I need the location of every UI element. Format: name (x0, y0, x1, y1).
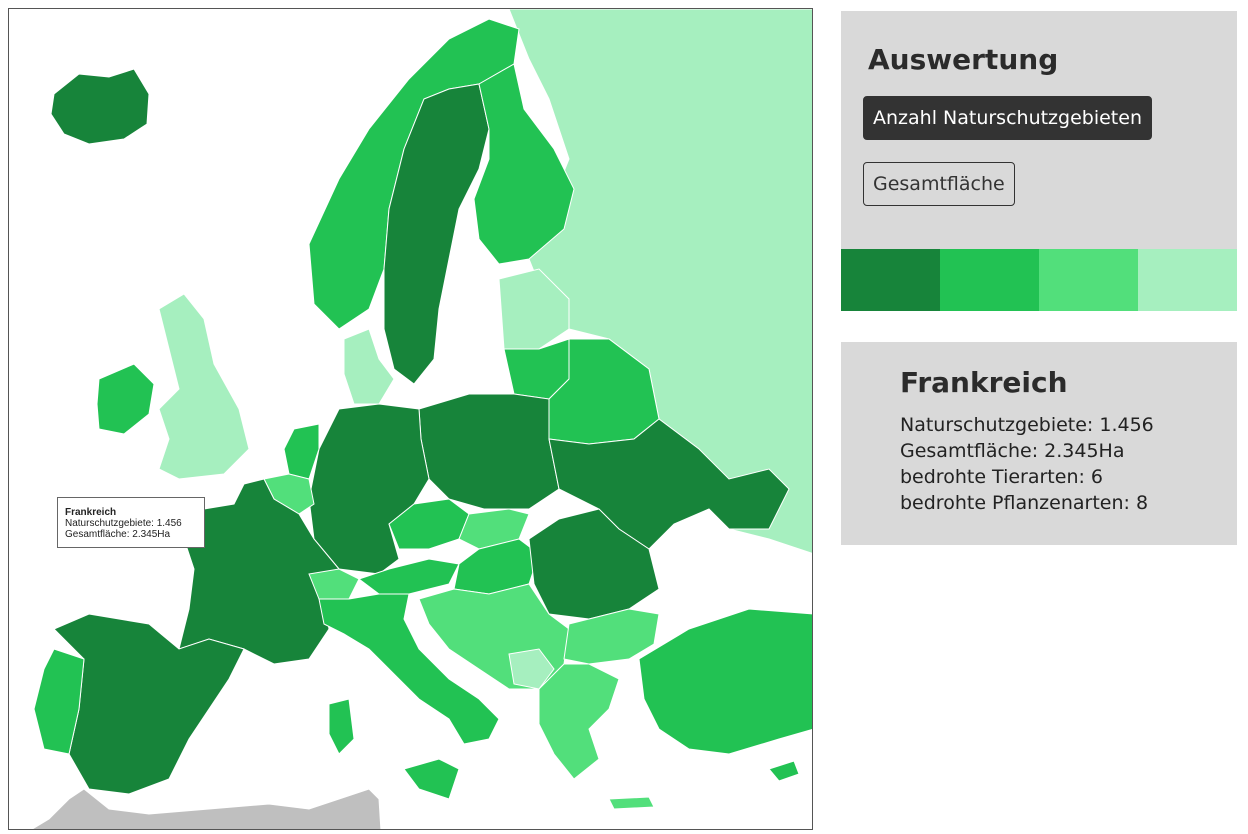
region-poland[interactable] (418, 393, 560, 510)
region-denmark[interactable] (343, 328, 395, 405)
region-iceland[interactable] (50, 68, 150, 145)
region-bulgaria[interactable] (563, 608, 660, 665)
map-tooltip: Frankreich Naturschutzgebiete: 1.456 Ges… (57, 497, 205, 548)
region-ireland[interactable] (96, 363, 155, 435)
region-portugal[interactable] (33, 648, 85, 755)
region-italy[interactable] (318, 593, 500, 745)
region-sardinia[interactable] (328, 698, 355, 755)
region-north-africa (31, 788, 382, 829)
region-greece[interactable] (538, 663, 620, 780)
region-sweden[interactable] (383, 83, 490, 385)
stat-reserves: Naturschutzgebiete: 1.456 (900, 414, 1154, 436)
stat-endangered-animals: bedrohte Tierarten: 6 (900, 466, 1104, 488)
legend-swatch-3 (1039, 249, 1138, 311)
country-info-panel: Frankreich Naturschutzgebiete: 1.456 Ges… (841, 342, 1237, 545)
country-name: Frankreich (900, 366, 1068, 399)
region-netherlands[interactable] (283, 423, 320, 480)
europe-map[interactable] (8, 8, 813, 830)
tooltip-title: Frankreich (65, 507, 117, 518)
region-spain[interactable] (53, 613, 245, 795)
region-crete[interactable] (608, 796, 655, 810)
region-kosovo[interactable] (508, 648, 555, 690)
count-reserves-button[interactable]: Anzahl Naturschutzgebieten (863, 96, 1152, 140)
region-uk[interactable] (158, 293, 250, 480)
legend-swatch-2 (940, 249, 1039, 311)
region-romania[interactable] (528, 508, 660, 620)
color-legend (841, 249, 1237, 311)
evaluation-panel: Auswertung Anzahl Naturschutzgebieten Ge… (841, 11, 1237, 311)
region-finland[interactable] (473, 63, 575, 265)
legend-swatch-1 (841, 249, 940, 311)
map-svg (31, 9, 813, 829)
region-turkey[interactable] (638, 608, 813, 755)
stat-area: Gesamtfläche: 2.345Ha (900, 440, 1125, 462)
tooltip-line-area: Gesamtfläche: 2.345Ha (65, 529, 171, 540)
evaluation-title: Auswertung (868, 43, 1059, 76)
region-switzerland[interactable] (308, 568, 360, 600)
region-cyprus[interactable] (768, 760, 800, 782)
region-sicily[interactable] (403, 758, 460, 800)
legend-swatch-4 (1138, 249, 1237, 311)
stat-endangered-plants: bedrohte Pflanzenarten: 8 (900, 492, 1149, 514)
total-area-button[interactable]: Gesamtfläche (863, 162, 1015, 206)
tooltip-line-reserves: Naturschutzgebiete: 1.456 (65, 518, 182, 529)
country-stats: Naturschutzgebiete: 1.456 Gesamtfläche: … (900, 412, 1154, 516)
